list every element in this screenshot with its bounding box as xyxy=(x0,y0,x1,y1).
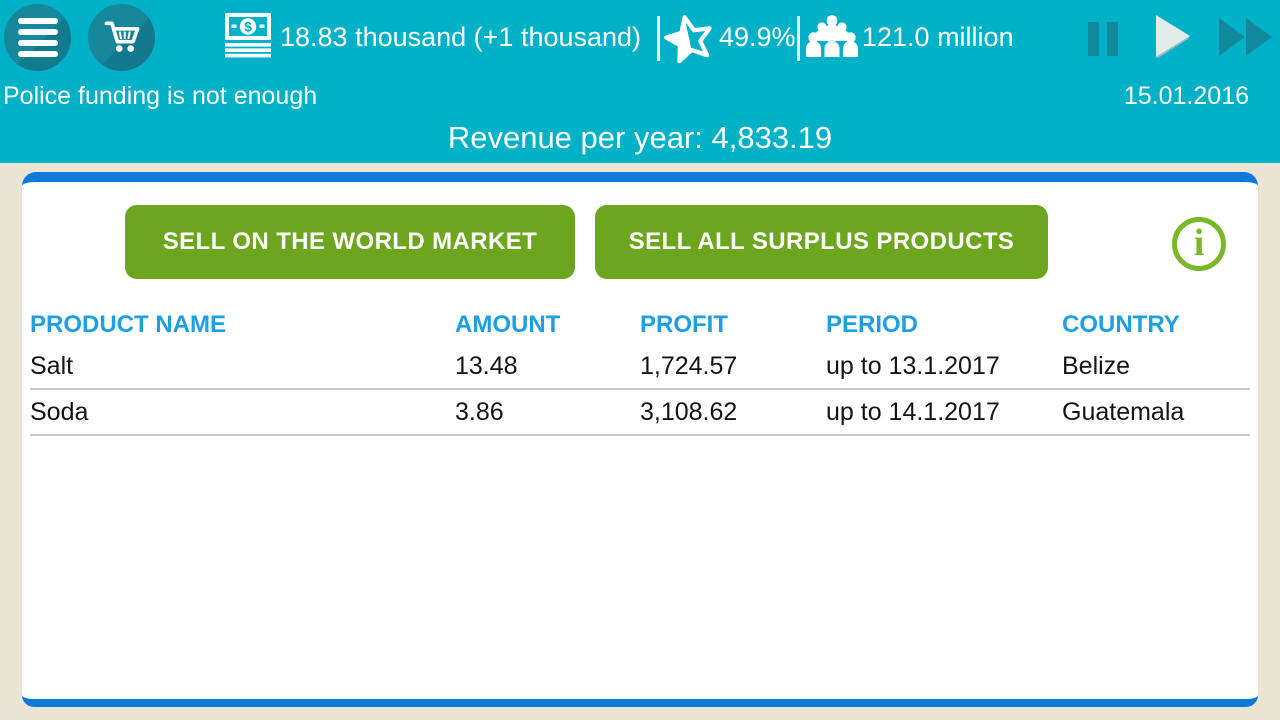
info-icon[interactable]: i xyxy=(1172,217,1226,271)
menu-button[interactable] xyxy=(4,4,71,71)
pause-button[interactable] xyxy=(1086,20,1120,63)
shopping-cart-icon xyxy=(100,16,144,60)
table-row[interactable]: Salt 13.48 1,724.57 up to 13.1.2017 Beli… xyxy=(30,344,1250,390)
divider xyxy=(657,16,660,61)
cell-country: Belize xyxy=(1062,351,1131,380)
cell-amount: 3.86 xyxy=(455,397,504,426)
header-product-name: PRODUCT NAME xyxy=(30,311,226,338)
cell-profit: 3,108.62 xyxy=(640,397,738,426)
table-header-row: PRODUCT NAME AMOUNT PROFIT PERIOD COUNTR… xyxy=(30,306,1250,344)
divider xyxy=(797,16,800,61)
population-value: 121.0 million xyxy=(862,22,1014,52)
cell-period: up to 14.1.2017 xyxy=(826,397,1000,426)
cell-period: up to 13.1.2017 xyxy=(826,351,1000,380)
rating-star-icon xyxy=(664,15,712,64)
cell-product-name: Soda xyxy=(30,397,89,426)
cell-amount: 13.48 xyxy=(455,351,518,380)
fast-forward-button[interactable] xyxy=(1218,17,1274,62)
play-icon xyxy=(1156,15,1190,58)
svg-text:$: $ xyxy=(244,19,252,35)
revenue-per-year: Revenue per year: 4,833.19 xyxy=(447,120,833,155)
rating-value: 49.9% xyxy=(719,22,796,52)
game-date: 15.01.2016 xyxy=(1123,82,1249,110)
cell-product-name: Salt xyxy=(30,351,74,380)
cell-country: Guatemala xyxy=(1062,397,1185,426)
header-country: COUNTRY xyxy=(1062,311,1180,338)
money-stack-icon: $ xyxy=(225,13,271,58)
header-period: PERIOD xyxy=(826,311,919,338)
top-bar: $ 18.83 thousand (+1 thousand) 49.9% xyxy=(0,0,1280,163)
population-icon xyxy=(806,15,858,57)
fast-forward-icon xyxy=(1219,18,1272,56)
sell-world-market-button[interactable]: SELL ON THE WORLD MARKET xyxy=(125,205,575,279)
market-panel: SELL ON THE WORLD MARKET SELL ALL SURPLU… xyxy=(22,172,1258,707)
money-value: 18.83 thousand (+1 thousand) xyxy=(280,22,642,52)
table-row[interactable]: Soda 3.86 3,108.62 up to 14.1.2017 Guate… xyxy=(30,390,1250,436)
header-amount: AMOUNT xyxy=(455,311,561,338)
products-table: PRODUCT NAME AMOUNT PROFIT PERIOD COUNTR… xyxy=(30,306,1250,436)
cell-profit: 1,724.57 xyxy=(640,351,738,380)
header-profit: PROFIT xyxy=(640,311,728,338)
market-button[interactable] xyxy=(88,4,155,71)
status-message: Police funding is not enough xyxy=(3,82,318,110)
pause-icon xyxy=(1088,22,1118,56)
play-button[interactable] xyxy=(1152,13,1192,66)
sell-all-surplus-button[interactable]: SELL ALL SURPLUS PRODUCTS xyxy=(595,205,1048,279)
hamburger-menu-icon xyxy=(17,16,58,60)
